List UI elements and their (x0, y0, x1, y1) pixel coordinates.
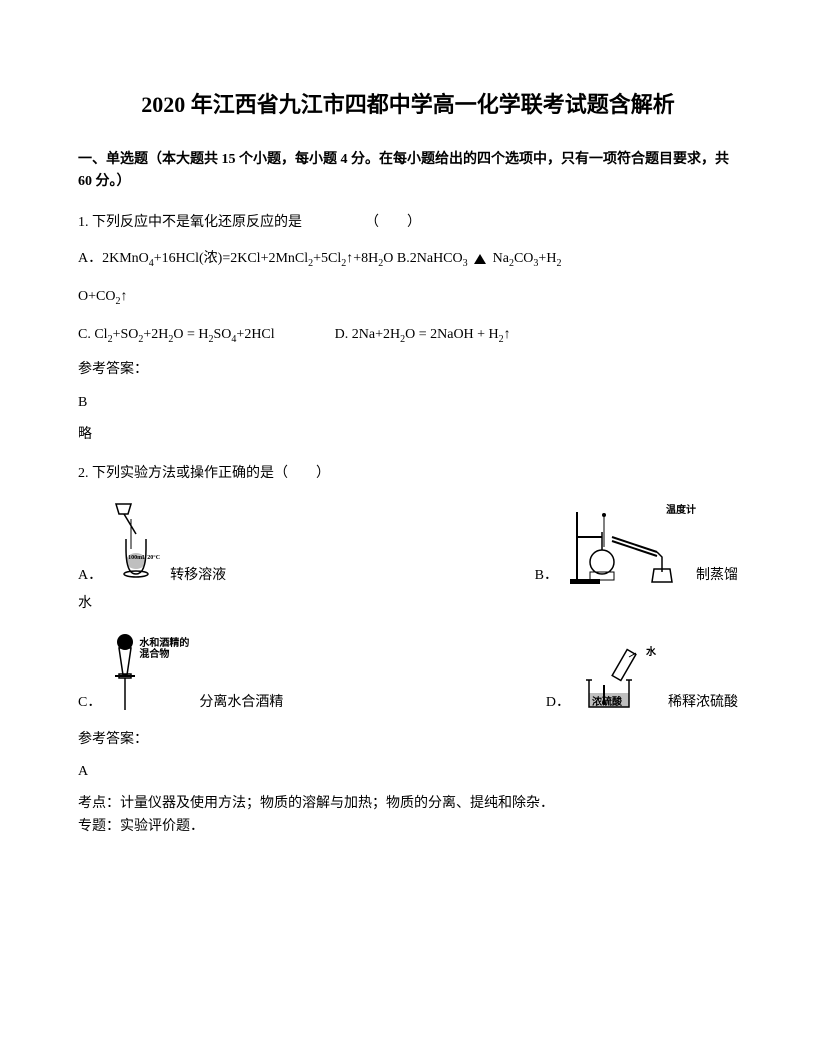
thermometer-label: 温度计 (666, 503, 696, 519)
option-caption: 分离水合酒精 (199, 692, 283, 714)
text: +H (538, 251, 556, 266)
q2-row-ab: A． 100mL 20°C 转移溶液 B． (78, 499, 738, 587)
q2-zhuanti: 专题：实验评价题． (78, 816, 738, 838)
q1-option-d: D. 2Na+2H2O = 2NaOH + H2↑ (335, 324, 511, 348)
q1-answer: B (78, 392, 738, 414)
sub: 2 (556, 258, 561, 269)
text: ↑ (120, 289, 127, 304)
sub: 3 (463, 258, 468, 269)
q2-kaodian: 考点：计量仪器及使用方法；物质的溶解与加热；物质的分离、提纯和除杂． (78, 793, 738, 815)
text: A．2KMnO (78, 251, 149, 266)
q1-option-ab: A．2KMnO4+16HCl(浓)=2KCl+2MnCl2+5Cl2↑+8H2O… (78, 248, 738, 272)
diagram-d-icon: 水 浓硫酸 (574, 645, 664, 715)
diagram-c-icon: 水和酒精的混合物 (105, 630, 195, 715)
flask-label: 100mL 20°C (128, 554, 160, 564)
text: D. 2Na+2H (335, 327, 400, 342)
q2-answer: A (78, 761, 738, 783)
text: O = H (173, 327, 208, 342)
text: O+CO (78, 289, 115, 304)
q1-stem: 1. 下列反应中不是氧化还原反应的是 （ ） (78, 212, 738, 234)
text: Na (493, 251, 509, 266)
text: SO (214, 327, 232, 342)
diagram-b-icon: 温度计 (562, 507, 692, 587)
question-2: 2. 下列实验方法或操作正确的是（ ） A． 100mL 20°C 转移溶液 B… (78, 463, 738, 839)
q2-row-cd: C． 水和酒精的混合物 分离水合酒精 D． (78, 630, 738, 715)
acid-label: 浓硫酸 (592, 695, 622, 711)
q1-explanation: 略 (78, 424, 738, 446)
q2-stem: 2. 下列实验方法或操作正确的是（ ） (78, 463, 738, 485)
q2-b-tail: 水 (78, 593, 738, 615)
water-label: 水 (646, 645, 656, 661)
text: +2H (143, 327, 168, 342)
text: O B.2NaHCO (383, 251, 462, 266)
section-heading: 一、单选题（本大题共 15 个小题，每小题 4 分。在每小题给出的四个选项中，只… (78, 149, 738, 194)
triangle-icon (474, 254, 486, 264)
text: +16HCl(浓)=2KCl+2MnCl (154, 251, 308, 266)
mixture-label: 水和酒精的混合物 (139, 638, 189, 660)
q2-answer-label: 参考答案： (78, 729, 738, 751)
text: ↑+8H (346, 251, 378, 266)
option-caption: 制蒸馏 (696, 565, 738, 587)
q2-option-d: D． 水 浓硫酸 稀释浓硫酸 (546, 645, 738, 715)
option-letter: D． (546, 692, 570, 714)
text: ↑ (504, 327, 511, 342)
q2-option-c: C． 水和酒精的混合物 分离水合酒精 (78, 630, 283, 715)
option-caption: 转移溶液 (170, 565, 226, 587)
text: C. Cl (78, 327, 108, 342)
text: O = 2NaOH + H (405, 327, 499, 342)
diagram-a-icon: 100mL 20°C (106, 499, 166, 587)
option-letter: A． (78, 565, 102, 587)
q1-answer-label: 参考答案： (78, 359, 738, 381)
q2-option-a: A． 100mL 20°C 转移溶液 (78, 499, 226, 587)
q1-options-cd: C. Cl2+SO2+2H2O = H2SO4+2HCl D. 2Na+2H2O… (78, 324, 738, 348)
page-title: 2020 年江西省九江市四都中学高一化学联考试题含解析 (78, 90, 738, 121)
option-letter: C． (78, 692, 101, 714)
q2-option-b: B． 温度计 制蒸馏 (535, 507, 738, 587)
text: +SO (113, 327, 139, 342)
option-letter: B． (535, 565, 558, 587)
q1-option-ab-cont: O+CO2↑ (78, 286, 738, 310)
question-1: 1. 下列反应中不是氧化还原反应的是 （ ） A．2KMnO4+16HCl(浓)… (78, 212, 738, 447)
text: CO (514, 251, 533, 266)
text: +5Cl (313, 251, 341, 266)
q1-option-c: C. Cl2+SO2+2H2O = H2SO4+2HCl (78, 324, 275, 348)
text: +2HCl (236, 327, 274, 342)
option-caption: 稀释浓硫酸 (668, 692, 738, 714)
